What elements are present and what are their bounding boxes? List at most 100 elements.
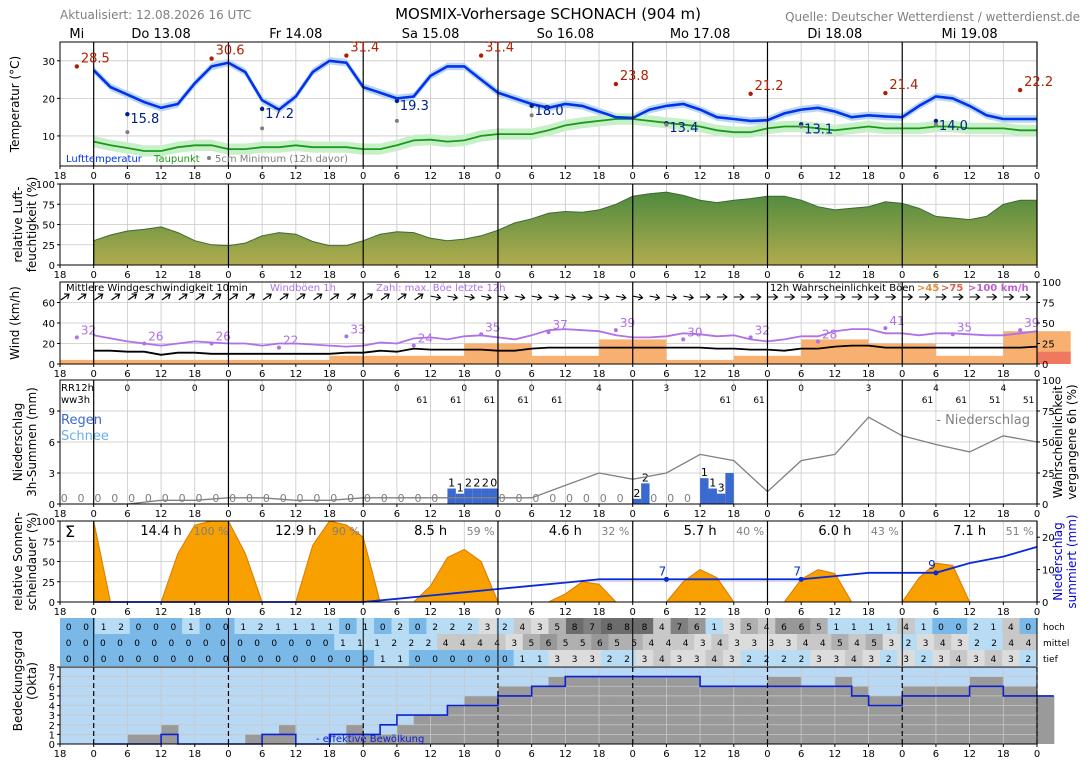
cloud-layer-value: 1 bbox=[340, 639, 346, 649]
cloud-layer-cell bbox=[286, 650, 305, 666]
prec-y-label: 6 bbox=[49, 438, 55, 449]
cloud-layer-cell bbox=[231, 634, 250, 650]
cloud-layer-value: 1 bbox=[868, 623, 874, 633]
ground-min-marker bbox=[799, 124, 804, 129]
cloud-layer-value: 3 bbox=[923, 639, 929, 649]
precip-bar bbox=[700, 478, 709, 504]
hum-hour-label: 12 bbox=[424, 270, 437, 281]
cloud-layer-value: 4 bbox=[764, 623, 770, 633]
prec-hour-label: 0 bbox=[764, 509, 770, 520]
rr12-label: 4 bbox=[933, 384, 939, 394]
cloud-layer-value: 0 bbox=[205, 655, 211, 665]
cloud-layer-cell bbox=[642, 634, 661, 650]
cloud-effective-legend: - effektive Bewölkung bbox=[316, 734, 424, 745]
precip-zero-label: 0 bbox=[313, 492, 320, 505]
hum-hour-label: 12 bbox=[289, 270, 302, 281]
cloud-layer-cell bbox=[600, 650, 619, 666]
hum-hour-label: 0 bbox=[360, 270, 366, 281]
hum-hour-label: 12 bbox=[828, 270, 841, 281]
cloud-layer-cell bbox=[234, 650, 253, 666]
wind-direction-arrow bbox=[767, 293, 779, 301]
precip-value-label: 2 bbox=[633, 487, 640, 500]
cloud-layer-cell bbox=[199, 618, 218, 634]
cloud-layer-value: 3 bbox=[511, 639, 517, 649]
day-label: Mi bbox=[69, 27, 84, 42]
cloud-layer-value: 2 bbox=[921, 655, 927, 665]
sun-hour-label: 18 bbox=[54, 607, 67, 618]
cloud-layer-value: 3 bbox=[768, 639, 774, 649]
cloud-layer-cell bbox=[234, 618, 253, 634]
cloud-layer-value: 7 bbox=[676, 623, 682, 633]
cloud-layer-cell bbox=[968, 634, 987, 650]
wind-direction-arrow bbox=[514, 293, 526, 301]
hum-hour-label: 12 bbox=[694, 270, 707, 281]
precip-zero-label: 0 bbox=[516, 492, 523, 505]
tmax-marker bbox=[1017, 87, 1023, 93]
cloud-layer-cell bbox=[1019, 650, 1038, 666]
cloud-layer-value: 3 bbox=[572, 655, 578, 665]
cloud-total-bar bbox=[683, 676, 701, 744]
hum-hour-label: 6 bbox=[259, 270, 265, 281]
wind-hour-label: 18 bbox=[997, 369, 1010, 380]
wind-hour-label: 0 bbox=[91, 369, 97, 380]
cloud-layer-cell bbox=[548, 650, 567, 666]
cloud-layer-value: 3 bbox=[751, 639, 757, 649]
cloud-layer-value: 1 bbox=[188, 623, 194, 633]
cloud-layer-cell bbox=[282, 634, 301, 650]
wind-hour-label: 0 bbox=[630, 369, 636, 380]
cloud-total-bar bbox=[548, 676, 566, 744]
sun-hour-label: 12 bbox=[828, 607, 841, 618]
precip-value-label: 3 bbox=[718, 482, 725, 495]
precip-bar bbox=[464, 488, 473, 504]
cloud-layer-cell bbox=[339, 618, 358, 634]
cloud-layer-value: 0 bbox=[151, 639, 157, 649]
ww-label: 61 bbox=[955, 396, 966, 406]
cloud-layer-value: 5 bbox=[580, 639, 586, 649]
wind-direction-arrow bbox=[733, 293, 745, 301]
cloud-hour-label: 6 bbox=[663, 749, 669, 760]
sun-hour-label: 6 bbox=[259, 607, 265, 618]
cloud-layer-value: 0 bbox=[380, 623, 386, 633]
cloud-layer-value: 5 bbox=[563, 639, 569, 649]
precip-axis-label: 3h-Summen (mm) bbox=[25, 387, 39, 497]
precip-bar bbox=[472, 488, 482, 504]
cloud-hour-label: 0 bbox=[899, 749, 905, 760]
sun-y-label: 100 bbox=[36, 517, 55, 528]
wind-title-prob: 12h Wahrscheinlichkeit Böen bbox=[770, 283, 915, 294]
cloud-layer-cell bbox=[182, 650, 201, 666]
cloud-layer-value: 5 bbox=[837, 639, 843, 649]
precip-prob-legend: - Niederschlag bbox=[936, 413, 1030, 428]
cloud-layer-cell bbox=[112, 650, 131, 666]
wind-direction-arrow bbox=[952, 293, 964, 301]
sun-y2-label: 0 bbox=[1042, 598, 1048, 609]
cloud-grid bbox=[59, 667, 1037, 744]
source-label: Quelle: Deutscher Wetterdienst / wetterd… bbox=[785, 10, 1080, 24]
precip-value-label: 2 bbox=[473, 477, 480, 490]
rr12-label: 0 bbox=[259, 384, 265, 394]
temp-hour-label: 18 bbox=[54, 171, 67, 182]
cloud-layer-value: 6 bbox=[694, 623, 700, 633]
sunshine-hours-label: 14.4 h bbox=[140, 524, 181, 539]
cloud-layer-cell bbox=[635, 650, 654, 666]
precip-sum-label: 7 bbox=[659, 564, 667, 578]
cloud-layer-cell bbox=[426, 618, 445, 634]
cloud-total-bar bbox=[1037, 695, 1055, 744]
wind-direction-arrow bbox=[615, 293, 627, 301]
cloud-layer-value: 1 bbox=[851, 623, 857, 633]
wind-direction-arrow bbox=[430, 293, 442, 301]
cloud-hour-label: 6 bbox=[259, 749, 265, 760]
cloud-layer-cell bbox=[740, 650, 759, 666]
rr12-label: 0 bbox=[731, 384, 737, 394]
wind-direction-arrow bbox=[582, 293, 594, 301]
cloud-layer-value: 0 bbox=[938, 623, 944, 633]
cloud-layer-cell bbox=[94, 650, 113, 666]
precip-zero-label: 0 bbox=[364, 492, 371, 505]
precip-value-label: 1 bbox=[709, 477, 716, 490]
cloud-layer-cell bbox=[831, 634, 849, 650]
precipitation-panel: 0 0 0 0 0 0 0 0 0 0 0 0 0 0 0 0 0 0 0 0 0 0 01 1 2 2 2 00 0 0 0 0 0 0 0 220… bbox=[11, 376, 1079, 520]
wind-direction-arrow bbox=[497, 293, 509, 301]
sunshine-pct-label: 43 % bbox=[871, 525, 899, 538]
temp-hour-label: 18 bbox=[727, 171, 740, 182]
